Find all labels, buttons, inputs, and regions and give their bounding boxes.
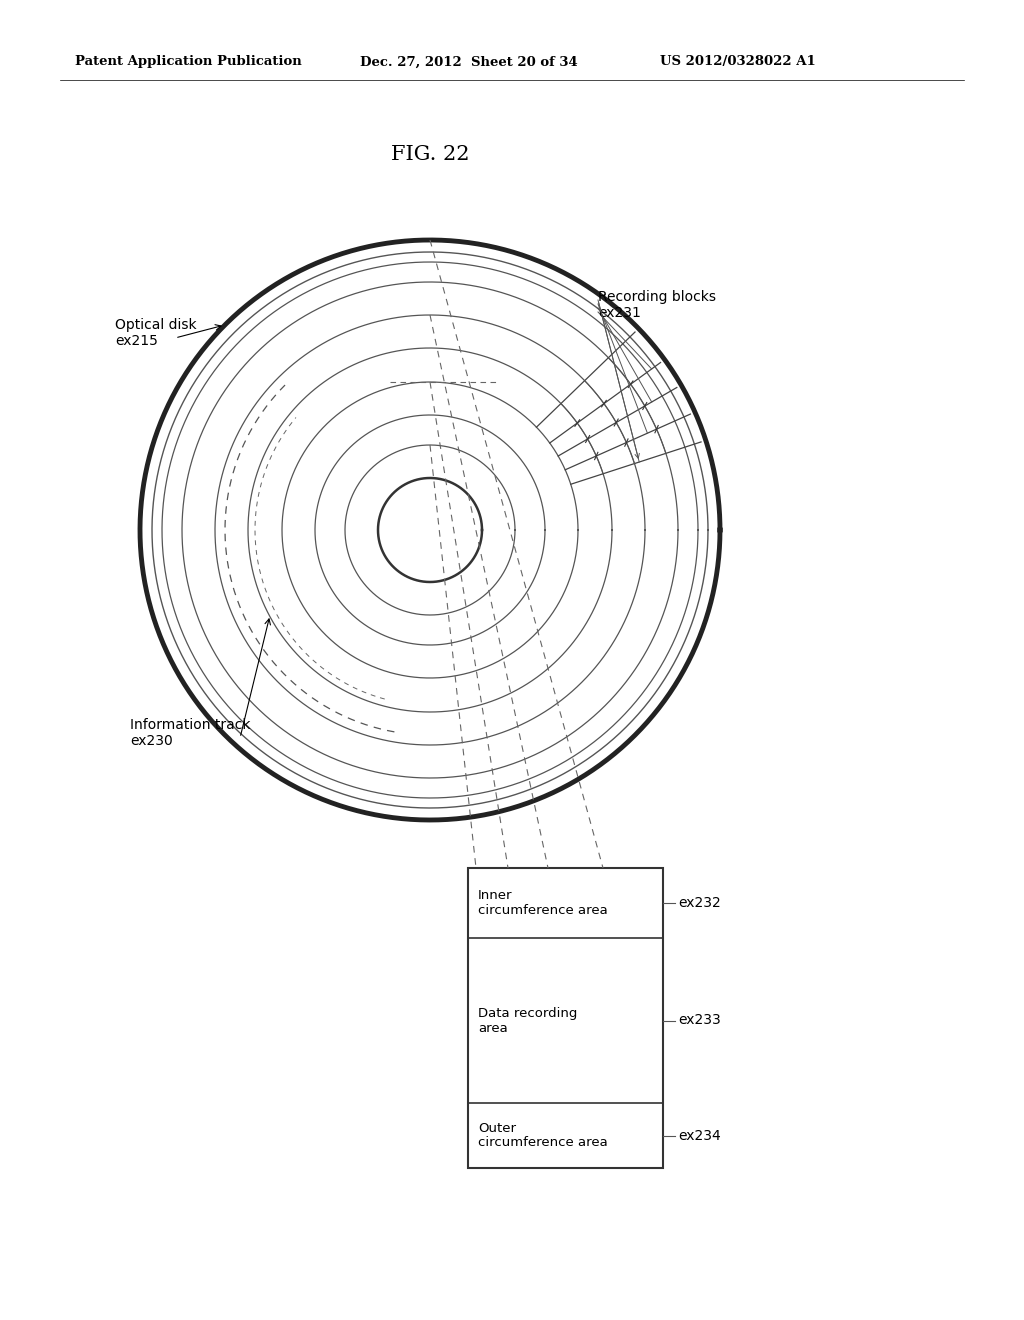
Text: Recording blocks
ex231: Recording blocks ex231 — [598, 290, 716, 321]
Text: Optical disk
ex215: Optical disk ex215 — [115, 318, 197, 348]
Bar — [468, 869, 663, 1168]
Text: ex232: ex232 — [678, 896, 721, 909]
Text: Dec. 27, 2012  Sheet 20 of 34: Dec. 27, 2012 Sheet 20 of 34 — [360, 55, 578, 69]
Text: Outer
circumference area: Outer circumference area — [478, 1122, 608, 1150]
Text: Patent Application Publication: Patent Application Publication — [75, 55, 302, 69]
Text: ex234: ex234 — [678, 1129, 721, 1143]
Text: ex233: ex233 — [678, 1014, 721, 1027]
Text: Data recording
area: Data recording area — [478, 1006, 578, 1035]
Text: FIG. 22: FIG. 22 — [391, 145, 469, 165]
Text: Information track
ex230: Information track ex230 — [130, 718, 251, 748]
Text: Inner
circumference area: Inner circumference area — [478, 888, 608, 917]
Text: US 2012/0328022 A1: US 2012/0328022 A1 — [660, 55, 816, 69]
